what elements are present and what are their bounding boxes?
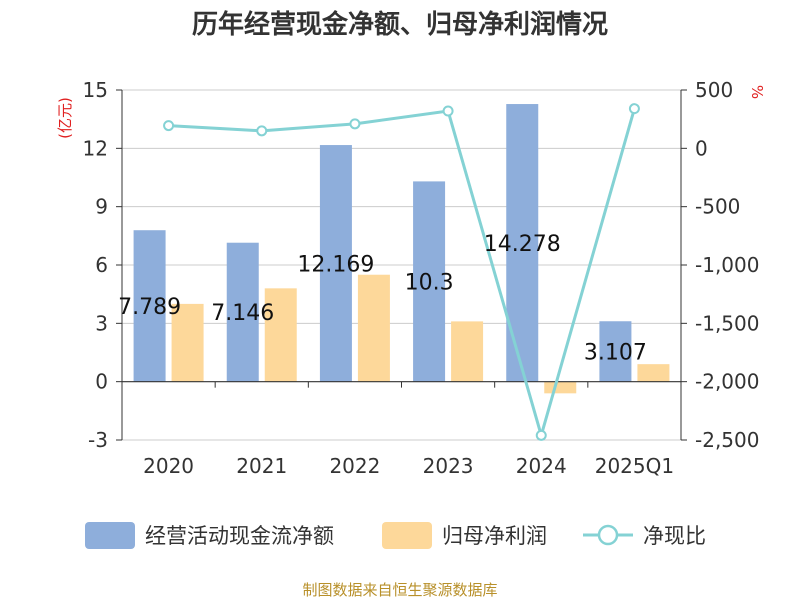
ratio-point <box>349 118 361 130</box>
data-label: 7.146 <box>211 301 274 326</box>
bars <box>133 104 670 394</box>
ratio-line <box>163 103 640 441</box>
legend-label: 归母净利润 <box>442 524 547 548</box>
right-tick-label: -2,000 <box>695 370 759 394</box>
bar-net-profit <box>264 288 297 382</box>
ratio-point <box>256 125 268 137</box>
ratio-point <box>163 120 175 132</box>
x-tick-label: 2024 <box>516 454 567 478</box>
data-label: 14.278 <box>484 232 561 257</box>
gridlines <box>122 89 681 441</box>
right-tick-label: 500 <box>695 78 733 102</box>
left-tick-label: 3 <box>95 311 108 335</box>
source-note: 制图数据来自恒生聚源数据库 <box>302 581 497 599</box>
x-tick-label: 2022 <box>329 454 380 478</box>
bar-net-profit <box>637 364 670 382</box>
x-tick-label: 2021 <box>236 454 287 478</box>
legend-label: 净现比 <box>643 524 706 548</box>
bar-net-profit <box>451 321 484 382</box>
bar-net-profit <box>171 303 204 382</box>
chart-title: 历年经营现金净额、归母净利润情况 <box>192 9 608 40</box>
axes: -3 0 3 6 9 12 15 -2,500 -2,000 -1,500 -1,000 -500 0 5… <box>83 78 760 478</box>
left-tick-label: 6 <box>95 253 108 277</box>
bar-net-profit <box>357 274 390 382</box>
data-label: 7.789 <box>118 295 181 320</box>
right-tick-label: 0 <box>695 136 708 160</box>
ratio-point <box>535 429 547 441</box>
data-labels: 7.789 7.146 12.169 10.3 14.278 3.107 <box>118 232 647 366</box>
bar-cash-flow <box>599 321 632 382</box>
legend: 经营活动现金流净额 归母净利润 净现比 <box>85 522 706 549</box>
legend-line-marker <box>597 524 619 546</box>
right-tick-label: -500 <box>695 195 740 219</box>
left-tick-label: 15 <box>83 78 108 102</box>
bar-cash-flow <box>133 230 166 382</box>
bar-cash-flow <box>413 181 446 382</box>
ratio-point <box>628 103 640 115</box>
right-tick-label: -2,500 <box>695 428 759 452</box>
bar-net-profit <box>544 381 577 394</box>
left-tick-label: 0 <box>95 370 108 394</box>
x-tick-label: 2020 <box>143 454 194 478</box>
right-axis-unit: % <box>748 85 766 99</box>
bar-cash-flow <box>226 242 259 382</box>
left-tick-label: 12 <box>83 136 108 160</box>
left-axis-unit: (亿元) <box>56 97 74 139</box>
right-tick-label: -1,500 <box>695 311 759 335</box>
x-tick-label: 2025Q1 <box>595 454 674 478</box>
legend-swatch <box>85 522 135 549</box>
right-tick-label: -1,000 <box>695 253 759 277</box>
ratio-point <box>442 105 454 117</box>
x-tick-label: 2023 <box>423 454 474 478</box>
data-label: 10.3 <box>405 271 454 296</box>
legend-label: 经营活动现金流净额 <box>145 524 334 548</box>
bar-cash-flow <box>319 145 352 382</box>
left-tick-label: -3 <box>88 428 108 452</box>
legend-swatch <box>382 522 432 549</box>
ratio-line-path <box>168 108 636 441</box>
left-tick-label: 9 <box>95 195 108 219</box>
data-label: 12.169 <box>297 252 374 277</box>
data-label: 3.107 <box>584 340 647 365</box>
